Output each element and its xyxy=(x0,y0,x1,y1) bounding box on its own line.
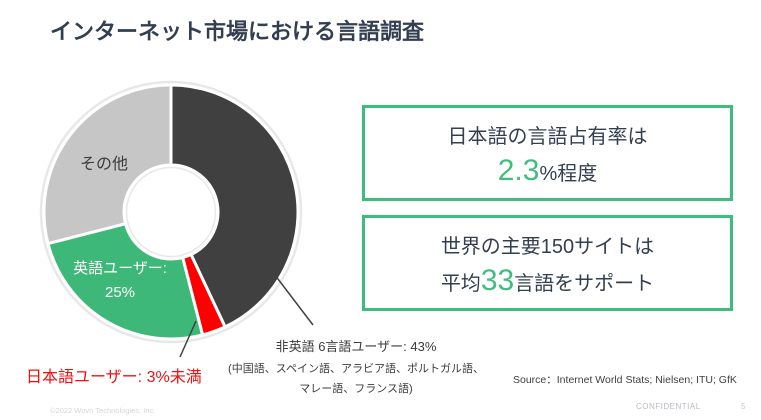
footer-copyright: ©2022 Wovn Technologies, Inc. xyxy=(50,406,156,415)
callout-label-japanese: 日本語ユーザー: 3%未満 xyxy=(26,369,202,386)
footer-page-number: 5 xyxy=(741,402,746,411)
fact-box1-line1: 日本語の言語占有率は xyxy=(447,126,648,148)
slice-label-english-name: 英語ユーザー: xyxy=(73,260,167,277)
donut-slice-2 xyxy=(46,221,205,341)
slice-label-other: その他 xyxy=(80,156,129,173)
callout-label-non-english: 非英語 6言語ユーザー: 43% (中国語、スペイン語、アラビア語、ポルトガル語… xyxy=(228,339,484,399)
fact-box1-highlight: 2.3 xyxy=(497,154,540,187)
donut-slice-0 xyxy=(169,83,300,329)
fact-box2-highlight: 33 xyxy=(480,264,515,297)
leader-line-japanese xyxy=(179,320,197,358)
fact-box2-line2: 平均 33 言語をサポート xyxy=(441,266,654,296)
non-english-line2: (中国語、スペイン語、アラビア語、ポルトガル語、 xyxy=(228,363,484,375)
slice-label-english-value: 25% xyxy=(104,284,136,301)
fact-box2-line1: 世界の主要150サイトは xyxy=(440,236,655,258)
donut-inner-halo xyxy=(125,166,217,258)
fact-box1-line2: 2.3 %程度 xyxy=(498,156,598,186)
leader-line-non-english xyxy=(245,236,314,326)
non-english-line3: マレー語、フランス語) xyxy=(299,383,413,395)
fact-box1-suffix: %程度 xyxy=(539,163,598,185)
donut-slice-3 xyxy=(42,83,173,246)
slide-title: インターネット市場における言語調査 xyxy=(50,19,425,44)
fact-box-japanese-share: 日本語の言語占有率は 2.3 %程度 xyxy=(362,105,733,201)
fact-box2-suffix: 言語をサポート xyxy=(514,273,655,295)
fact-box-site-languages: 世界の主要150サイトは 平均 33 言語をサポート xyxy=(362,215,733,311)
footer-confidential-label: CONFIDENTIAL xyxy=(636,402,701,411)
slice-label-english: 英語ユーザー: 25% xyxy=(73,257,167,305)
donut-outer-halo xyxy=(39,80,303,344)
fact-box2-prefix: 平均 xyxy=(440,273,481,295)
non-english-line1: 非英語 6言語ユーザー: 43% xyxy=(275,339,437,354)
source-citation: Source：Internet World Stats; Nielsen; IT… xyxy=(513,374,737,386)
